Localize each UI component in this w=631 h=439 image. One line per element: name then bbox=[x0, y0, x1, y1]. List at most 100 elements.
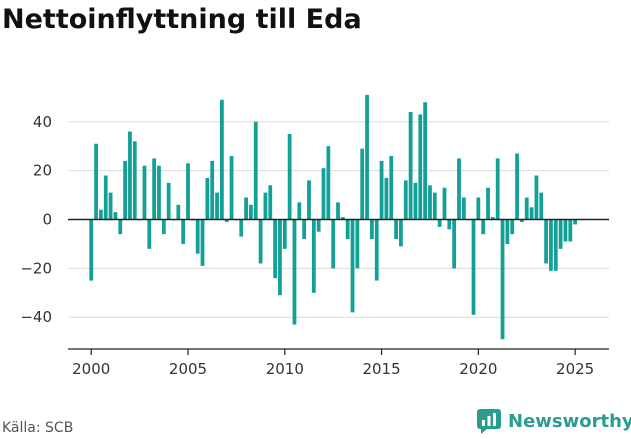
x-tick-label: 2025 bbox=[556, 360, 594, 378]
bar bbox=[132, 141, 137, 220]
bar bbox=[181, 219, 186, 244]
bar bbox=[326, 146, 331, 220]
bar bbox=[311, 219, 316, 293]
bar bbox=[394, 219, 398, 240]
bar bbox=[553, 219, 558, 271]
bar bbox=[355, 219, 360, 269]
bar bbox=[224, 219, 229, 222]
bar bbox=[500, 219, 505, 340]
bar bbox=[384, 177, 389, 220]
bar bbox=[195, 219, 200, 254]
bar bbox=[428, 185, 432, 220]
bar bbox=[558, 219, 563, 249]
bar bbox=[219, 99, 224, 220]
bar bbox=[413, 182, 418, 220]
bar bbox=[481, 219, 486, 235]
bar bbox=[447, 219, 452, 230]
bar bbox=[476, 197, 481, 220]
bar bbox=[229, 155, 234, 220]
bar bbox=[128, 131, 132, 220]
y-tick-label: −20 bbox=[20, 259, 52, 277]
newsworthy-logo[interactable]: Newsworthy bbox=[476, 408, 631, 434]
bar bbox=[278, 219, 282, 296]
x-tick-label: 2020 bbox=[459, 360, 497, 378]
bar bbox=[370, 219, 374, 240]
bar bbox=[113, 212, 118, 220]
bar bbox=[544, 219, 548, 264]
bar bbox=[89, 219, 94, 281]
bar bbox=[103, 175, 108, 220]
bar bbox=[287, 133, 292, 220]
x-tick-label: 2005 bbox=[169, 360, 207, 378]
bar bbox=[563, 219, 568, 242]
bar bbox=[123, 160, 127, 220]
bar bbox=[282, 219, 287, 249]
bar bbox=[161, 219, 166, 235]
bar bbox=[249, 204, 253, 220]
bar bbox=[166, 182, 171, 220]
bar bbox=[520, 219, 524, 222]
bar bbox=[142, 165, 147, 220]
source-label: Källa: SCB bbox=[2, 420, 74, 436]
bar bbox=[490, 217, 495, 220]
bar bbox=[205, 177, 210, 220]
bar bbox=[515, 153, 519, 220]
bar bbox=[263, 192, 268, 220]
bar bbox=[200, 219, 205, 266]
bar bbox=[215, 192, 219, 220]
bar bbox=[403, 180, 408, 220]
bar bbox=[457, 158, 461, 220]
bar bbox=[258, 219, 263, 264]
bar bbox=[461, 197, 466, 220]
bar bbox=[374, 219, 379, 281]
bar bbox=[157, 165, 161, 220]
bar bbox=[302, 219, 307, 240]
bar bbox=[268, 185, 273, 220]
y-tick-label: −40 bbox=[20, 308, 52, 326]
bar bbox=[408, 111, 413, 220]
bar bbox=[244, 197, 248, 220]
bar bbox=[345, 219, 350, 240]
bar bbox=[549, 219, 553, 271]
bar bbox=[437, 219, 442, 227]
bar bbox=[365, 94, 369, 220]
bar bbox=[118, 219, 123, 235]
bar bbox=[452, 219, 457, 269]
bar bbox=[471, 219, 476, 315]
bar bbox=[239, 219, 244, 237]
x-tick-label: 2010 bbox=[266, 360, 304, 378]
bar bbox=[423, 102, 428, 220]
chart-title: Nettoinflyttning till Eda bbox=[2, 4, 362, 35]
bar bbox=[524, 197, 529, 220]
bar bbox=[321, 168, 326, 220]
bar bbox=[297, 202, 302, 220]
bar bbox=[539, 192, 544, 220]
y-tick-label: 20 bbox=[33, 162, 52, 180]
bar bbox=[505, 219, 510, 244]
bar bbox=[486, 187, 490, 220]
bar bbox=[442, 187, 447, 220]
bar bbox=[340, 217, 345, 220]
newsworthy-logo-icon bbox=[477, 409, 501, 434]
bar bbox=[336, 202, 340, 220]
bar bbox=[292, 219, 297, 325]
bar bbox=[331, 219, 336, 269]
bar bbox=[108, 192, 113, 220]
bar bbox=[316, 219, 321, 232]
bar bbox=[495, 158, 500, 220]
x-tick-label: 2015 bbox=[362, 360, 400, 378]
x-tick-label: 2000 bbox=[72, 360, 110, 378]
bar bbox=[418, 114, 423, 220]
bar bbox=[253, 121, 258, 220]
bar bbox=[360, 148, 365, 220]
bar bbox=[307, 180, 311, 220]
bar bbox=[210, 160, 215, 220]
bar bbox=[186, 163, 190, 220]
bar bbox=[510, 219, 515, 235]
bar bbox=[573, 219, 578, 225]
bar bbox=[147, 219, 152, 249]
bar bbox=[99, 209, 103, 220]
bar bbox=[152, 158, 157, 220]
bar bbox=[176, 204, 181, 220]
